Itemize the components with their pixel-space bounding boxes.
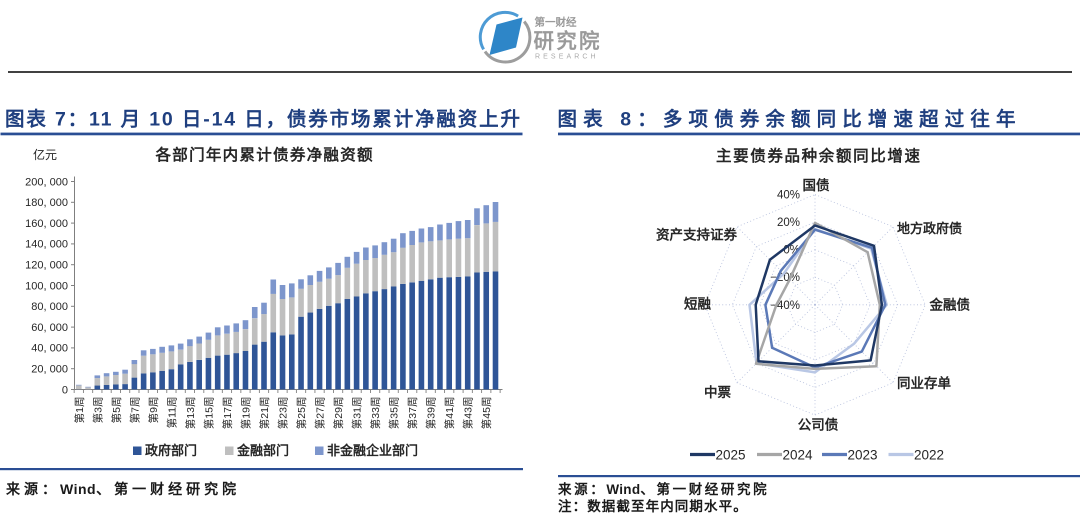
svg-text:主要债券品种余额同比增速: 主要债券品种余额同比增速 [716,146,920,165]
svg-text:研究院: 研究院 [534,29,601,53]
svg-text:200, 000: 200, 000 [25,176,68,188]
svg-text:金融债: 金融债 [929,297,971,313]
svg-text:2025: 2025 [716,448,746,463]
svg-text:第19周: 第19周 [240,397,253,430]
svg-text:第43周: 第43周 [462,397,475,430]
svg-text:20%: 20% [777,217,800,229]
svg-text:2024: 2024 [783,448,814,463]
svg-text:亿元: 亿元 [33,147,57,162]
svg-text:第3周: 第3周 [91,397,104,424]
svg-text:第37周: 第37周 [406,397,419,430]
svg-text:第11周: 第11周 [165,397,178,429]
svg-text:第7周: 第7周 [128,397,141,424]
svg-text:政府部门: 政府部门 [145,443,197,458]
svg-text:40, 000: 40, 000 [31,343,68,355]
svg-text:非金融企业部门: 非金融企业部门 [327,443,418,458]
svg-text:第33周: 第33周 [369,397,382,430]
svg-text:2022: 2022 [914,448,944,463]
svg-text:第17周: 第17周 [221,397,234,430]
svg-text:100, 000: 100, 000 [25,280,68,292]
svg-text:第13周: 第13周 [184,397,197,430]
svg-text:第25周: 第25周 [295,397,308,430]
svg-text:金融部门: 金融部门 [236,443,289,458]
svg-text:RESEARCH: RESEARCH [535,54,599,61]
svg-text:180, 000: 180, 000 [25,197,68,209]
svg-text:40%: 40% [777,190,800,202]
svg-text:60, 000: 60, 000 [31,322,68,334]
svg-text:第23周: 第23周 [277,397,290,430]
svg-text:国债: 国债 [803,177,831,193]
svg-text:0: 0 [62,384,68,396]
svg-text:地方政府债: 地方政府债 [897,221,962,236]
svg-text:各部门年内累计债券净融资额: 各部门年内累计债券净融资额 [155,145,373,164]
svg-text:第9周: 第9周 [147,397,160,424]
svg-text:同业存单: 同业存单 [897,375,951,391]
svg-text:第15周: 第15周 [202,397,215,430]
svg-text:第1周: 第1周 [73,397,86,424]
svg-text:80, 000: 80, 000 [31,301,68,313]
svg-text:资产支持证券: 资产支持证券 [656,227,737,243]
svg-text:120, 000: 120, 000 [25,260,68,272]
svg-text:公司债: 公司债 [798,417,839,433]
svg-text:图表 7：11 月 10 日-14 日，债券市场累计净融资上: 图表 7：11 月 10 日-14 日，债券市场累计净融资上升 [5,108,520,131]
svg-text:第21周: 第21周 [258,397,271,430]
svg-text:第35周: 第35周 [388,397,401,430]
svg-text:第31周: 第31周 [351,397,364,430]
svg-text:来源：Wind、第一财经研究院: 来源：Wind、第一财经研究院 [5,481,240,497]
svg-text:第29周: 第29周 [332,397,345,430]
svg-text:短融: 短融 [684,296,712,312]
svg-text:第45周: 第45周 [480,397,493,430]
svg-text:160, 000: 160, 000 [25,218,68,230]
svg-text:2023: 2023 [848,448,878,463]
svg-text:第39周: 第39周 [425,397,438,430]
svg-text:140, 000: 140, 000 [25,239,68,251]
svg-text:中票: 中票 [704,384,732,400]
svg-text:来源：Wind、第一财经研究院: 来源：Wind、第一财经研究院 [557,481,769,497]
svg-text:第41周: 第41周 [443,397,456,430]
svg-text:注：数据截至年内同期水平。: 注：数据截至年内同期水平。 [558,498,748,514]
svg-text:第27周: 第27周 [314,397,327,430]
svg-text:20, 000: 20, 000 [31,364,68,376]
svg-text:第一财经: 第一财经 [535,16,577,29]
svg-text:第5周: 第5周 [110,397,123,424]
